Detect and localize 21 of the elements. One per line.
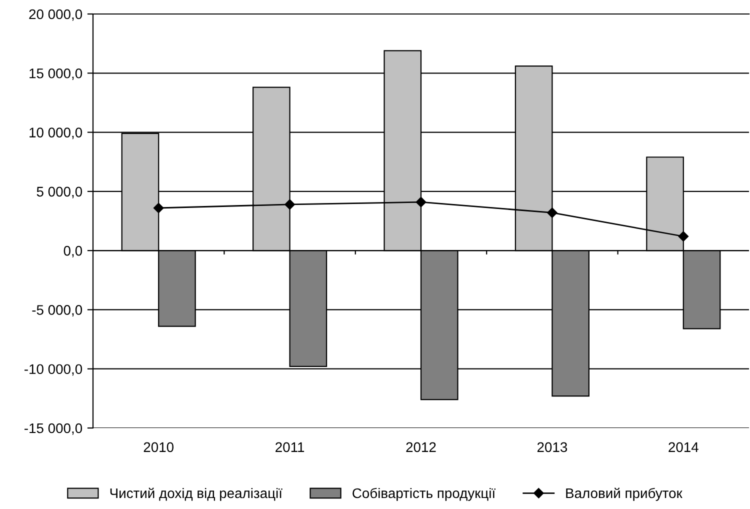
y-tick-label: 20 000,0 [29, 9, 82, 21]
y-tick-label: 10 000,0 [30, 128, 82, 140]
x-tick-label: 2010 [144, 442, 174, 452]
legend-label: Валовий прибуток [566, 488, 682, 501]
x-tick-label: 2014 [668, 442, 698, 452]
point [547, 208, 558, 218]
y-tick-label: 0,0 [64, 246, 82, 258]
x-tick-label: 2013 [537, 442, 568, 452]
y-tick-label: -10 000,0 [24, 364, 82, 376]
y-tick-label: -15 000,0 [24, 423, 82, 435]
x-tick-label: 2011 [276, 442, 304, 452]
point [284, 199, 295, 210]
y-tick-label: 15 000,0 [30, 68, 82, 80]
x-tick-label: 2012 [406, 442, 436, 452]
point [678, 231, 689, 242]
y-tick-label: 5 000,0 [36, 186, 82, 198]
point [153, 202, 164, 214]
y-tick-label: -5 000,0 [32, 305, 82, 317]
legend-label: Собівартість продукції [352, 488, 496, 501]
point [416, 196, 426, 208]
legend-label: Чистий дохід від реалізації [110, 488, 282, 501]
